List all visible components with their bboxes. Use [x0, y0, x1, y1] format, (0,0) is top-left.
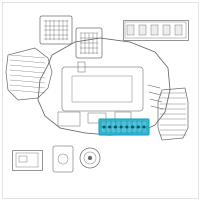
FancyBboxPatch shape [99, 119, 149, 135]
Circle shape [103, 126, 105, 128]
Circle shape [132, 126, 133, 128]
Circle shape [126, 126, 128, 128]
Circle shape [120, 126, 122, 128]
Circle shape [137, 126, 139, 128]
Circle shape [143, 126, 145, 128]
Circle shape [115, 126, 116, 128]
Bar [163, 25, 170, 35]
Bar [12, 150, 42, 170]
Bar [127, 25, 134, 35]
Bar [58, 112, 80, 126]
Bar [16, 153, 38, 167]
Circle shape [88, 156, 92, 160]
Bar [19, 156, 27, 162]
Bar [115, 112, 131, 124]
Bar [139, 25, 146, 35]
Bar [72, 76, 132, 102]
Bar [175, 25, 182, 35]
Bar [125, 22, 186, 38]
Bar [88, 113, 106, 123]
Bar [123, 20, 188, 40]
Circle shape [109, 126, 111, 128]
Bar [151, 25, 158, 35]
